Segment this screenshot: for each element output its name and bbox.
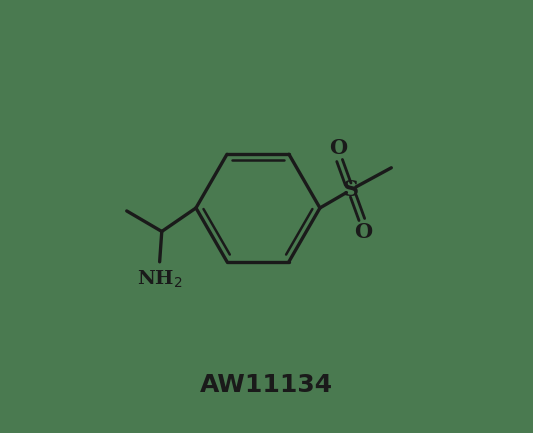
Text: NH$_2$: NH$_2$: [137, 268, 182, 290]
Text: O: O: [329, 138, 347, 158]
Text: S: S: [343, 179, 359, 201]
Text: O: O: [354, 222, 373, 242]
Text: AW11134: AW11134: [200, 373, 333, 397]
